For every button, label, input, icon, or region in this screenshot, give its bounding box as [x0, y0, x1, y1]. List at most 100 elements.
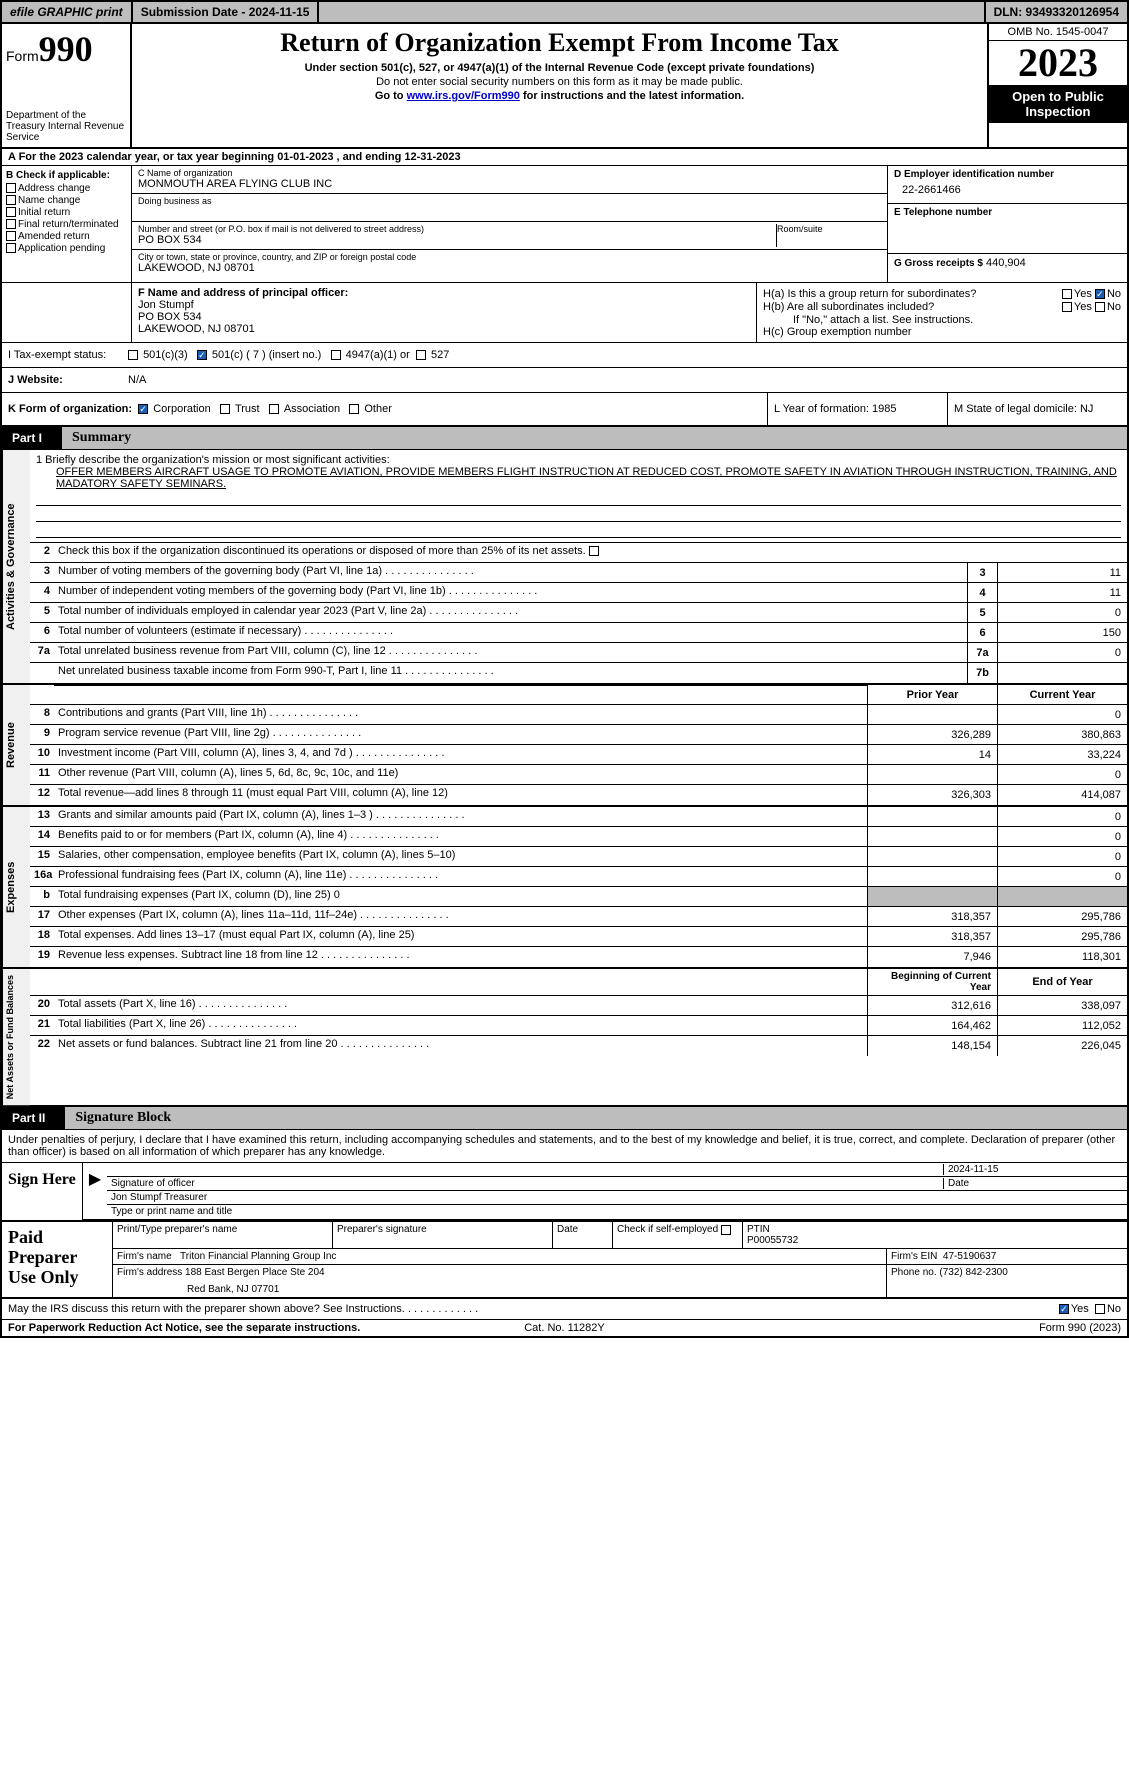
efile-print-button[interactable]: efile GRAPHIC print: [2, 2, 133, 22]
line10-prior: 14: [867, 745, 997, 764]
chk-final-return[interactable]: Final return/terminated: [6, 219, 127, 230]
ha-no[interactable]: [1095, 289, 1105, 299]
section-f: F Name and address of principal officer:…: [2, 283, 1127, 343]
date-label: Date: [943, 1178, 1123, 1189]
ha-yes[interactable]: [1062, 289, 1072, 299]
mission-text: OFFER MEMBERS AIRCRAFT USAGE TO PROMOTE …: [36, 466, 1121, 490]
section-a: B Check if applicable: Address change Na…: [2, 166, 1127, 283]
chk-4947[interactable]: [331, 350, 341, 360]
dln-label: DLN: 93493320126954: [986, 2, 1127, 22]
line21-boy: 164,462: [867, 1016, 997, 1035]
form-990: Form990 Department of the Treasury Inter…: [0, 24, 1129, 1338]
line14-curr: 0: [997, 827, 1127, 846]
ptin-label: PTIN: [747, 1224, 798, 1235]
line22-eoy: 226,045: [997, 1036, 1127, 1056]
ha-label: H(a) Is this a group return for subordin…: [763, 288, 1062, 300]
line10-label: Investment income (Part VIII, column (A)…: [54, 745, 867, 764]
line3-label: Number of voting members of the governin…: [54, 563, 967, 582]
firm-name: Triton Financial Planning Group Inc: [180, 1251, 336, 1262]
part1-num: Part I: [2, 428, 62, 448]
mission-block: 1 Briefly describe the organization's mi…: [30, 450, 1127, 543]
irs-discuss-row: May the IRS discuss this return with the…: [2, 1299, 1127, 1320]
line16b-label: Total fundraising expenses (Part IX, col…: [54, 887, 867, 906]
hb-no[interactable]: [1095, 302, 1105, 312]
print-name-label: Print/Type preparer's name: [113, 1222, 333, 1248]
line22-boy: 148,154: [867, 1036, 997, 1056]
chk-self-employed[interactable]: [721, 1225, 731, 1235]
chk-discontinued[interactable]: [589, 546, 599, 556]
line12-curr: 414,087: [997, 785, 1127, 805]
line12-prior: 326,303: [867, 785, 997, 805]
irs-link[interactable]: www.irs.gov/Form990: [407, 90, 520, 102]
line9-prior: 326,289: [867, 725, 997, 744]
chk-501c[interactable]: [197, 350, 207, 360]
line14-label: Benefits paid to or for members (Part IX…: [54, 827, 867, 846]
line14-prior: [867, 827, 997, 846]
open-inspection-label: Open to Public Inspection: [989, 85, 1127, 123]
line16b-prior: [867, 887, 997, 906]
form-title: Return of Organization Exempt From Incom…: [140, 28, 979, 58]
line18-curr: 295,786: [997, 927, 1127, 946]
discuss-no[interactable]: [1095, 1304, 1105, 1314]
hb-note: If "No," attach a list. See instructions…: [763, 314, 1121, 326]
sig-officer-label: Signature of officer: [111, 1178, 943, 1189]
header-right: OMB No. 1545-0047 2023 Open to Public In…: [987, 24, 1127, 147]
line17-curr: 295,786: [997, 907, 1127, 926]
box-h: H(a) Is this a group return for subordin…: [757, 283, 1127, 342]
website-value: N/A: [128, 374, 146, 386]
form-org-label: K Form of organization:: [8, 403, 132, 415]
gross-label: G Gross receipts $: [894, 258, 983, 269]
vtab-exp: Expenses: [2, 807, 30, 967]
line7a-label: Total unrelated business revenue from Pa…: [54, 643, 967, 662]
line13-curr: 0: [997, 807, 1127, 826]
firm-name-label: Firm's name: [117, 1251, 172, 1262]
hb-yes[interactable]: [1062, 302, 1072, 312]
firm-addr-label: Firm's address: [117, 1267, 182, 1278]
prep-sig-label: Preparer's signature: [333, 1222, 553, 1248]
line10-curr: 33,224: [997, 745, 1127, 764]
chk-501c3[interactable]: [128, 350, 138, 360]
line17-label: Other expenses (Part IX, column (A), lin…: [54, 907, 867, 926]
chk-name-change[interactable]: Name change: [6, 195, 127, 206]
line21-label: Total liabilities (Part X, line 26): [54, 1016, 867, 1035]
chk-corporation[interactable]: [138, 404, 148, 414]
row-k: K Form of organization: Corporation Trus…: [2, 393, 1127, 427]
chk-address-change[interactable]: Address change: [6, 183, 127, 194]
net-assets-section: Net Assets or Fund Balances Beginning of…: [2, 969, 1127, 1107]
part1-header: Part I Summary: [2, 427, 1127, 450]
sign-here-label: Sign Here: [2, 1163, 82, 1220]
period-row: A For the 2023 calendar year, or tax yea…: [2, 149, 1127, 166]
goto-post: for instructions and the latest informat…: [520, 90, 744, 102]
ein-label: D Employer identification number: [894, 169, 1121, 180]
chk-initial-return[interactable]: Initial return: [6, 207, 127, 218]
submission-date-button[interactable]: Submission Date - 2024-11-15: [133, 2, 320, 22]
line19-prior: 7,946: [867, 947, 997, 967]
part1-title: Summary: [62, 427, 1127, 449]
tax-year: 2023: [989, 41, 1127, 85]
line6-val: 150: [997, 623, 1127, 642]
discuss-yes[interactable]: [1059, 1304, 1069, 1314]
discuss-q: May the IRS discuss this return with the…: [8, 1303, 405, 1315]
chk-association[interactable]: [269, 404, 279, 414]
firm-addr1: 188 East Bergen Place Ste 204: [185, 1267, 325, 1278]
line19-label: Revenue less expenses. Subtract line 18 …: [54, 947, 867, 967]
line17-prior: 318,357: [867, 907, 997, 926]
chk-amended-return[interactable]: Amended return: [6, 231, 127, 242]
chk-other[interactable]: [349, 404, 359, 414]
revenue-section: Revenue Prior YearCurrent Year 8Contribu…: [2, 685, 1127, 807]
officer-label: F Name and address of principal officer:: [138, 287, 750, 299]
paid-preparer-block: Paid Preparer Use Only Print/Type prepar…: [2, 1222, 1127, 1299]
chk-527[interactable]: [416, 350, 426, 360]
row-i: I Tax-exempt status: 501(c)(3) 501(c) ( …: [2, 343, 1127, 368]
self-employed-label: Check if self-employed: [613, 1222, 743, 1248]
box-c: C Name of organization MONMOUTH AREA FLY…: [132, 166, 887, 282]
hb-label: H(b) Are all subordinates included?: [763, 301, 1062, 313]
line8-label: Contributions and grants (Part VIII, lin…: [54, 705, 867, 724]
firm-ein: 47-5190637: [943, 1251, 996, 1262]
gross-value: 440,904: [986, 257, 1026, 269]
box-b-header: B Check if applicable:: [6, 170, 127, 181]
box-b: B Check if applicable: Address change Na…: [2, 166, 132, 282]
line8-prior: [867, 705, 997, 724]
chk-trust[interactable]: [220, 404, 230, 414]
chk-application-pending[interactable]: Application pending: [6, 243, 127, 254]
